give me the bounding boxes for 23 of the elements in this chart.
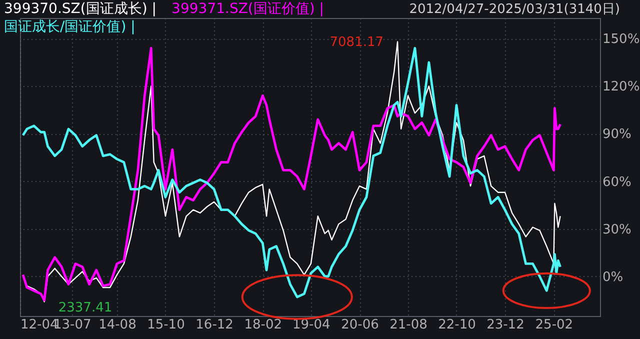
x-tick-label: 18-02 — [244, 318, 282, 332]
y-tick-label: 60% — [602, 174, 632, 190]
text: 国证成长/国证价值) | — [4, 19, 136, 35]
y-tick-label: 150% — [602, 32, 640, 48]
text: 399371.SZ(国证价值) | — [172, 1, 324, 17]
x-tick-label: 21-08 — [390, 318, 428, 332]
y-tick-label: 120% — [602, 80, 640, 95]
x-tick-label: 16-12 — [196, 318, 234, 332]
x-tick-label: 20-06 — [341, 318, 379, 332]
y-tick-label: 30% — [602, 222, 632, 238]
x-tick-label: 25-02 — [535, 318, 574, 332]
text: 399370.SZ(国证成长) | — [4, 1, 156, 17]
x-tick-label: 15-10 — [147, 318, 185, 332]
x-tick-label: 19-04 — [292, 318, 330, 332]
y-tick-label: 90% — [602, 127, 632, 142]
x-tick-label: 12-04 — [20, 318, 58, 332]
x-tick-label: 22-10 — [438, 318, 476, 332]
x-tick-label: 23-12 — [486, 318, 524, 332]
x-tick-label: 14-08 — [98, 318, 136, 332]
annotation: 2337.41 — [58, 300, 112, 316]
chart-title: 2012/04/27-2025/03/31(3140日) — [409, 2, 620, 17]
annotation: 7081.17 — [330, 34, 384, 50]
y-tick-label: 0% — [602, 270, 624, 285]
